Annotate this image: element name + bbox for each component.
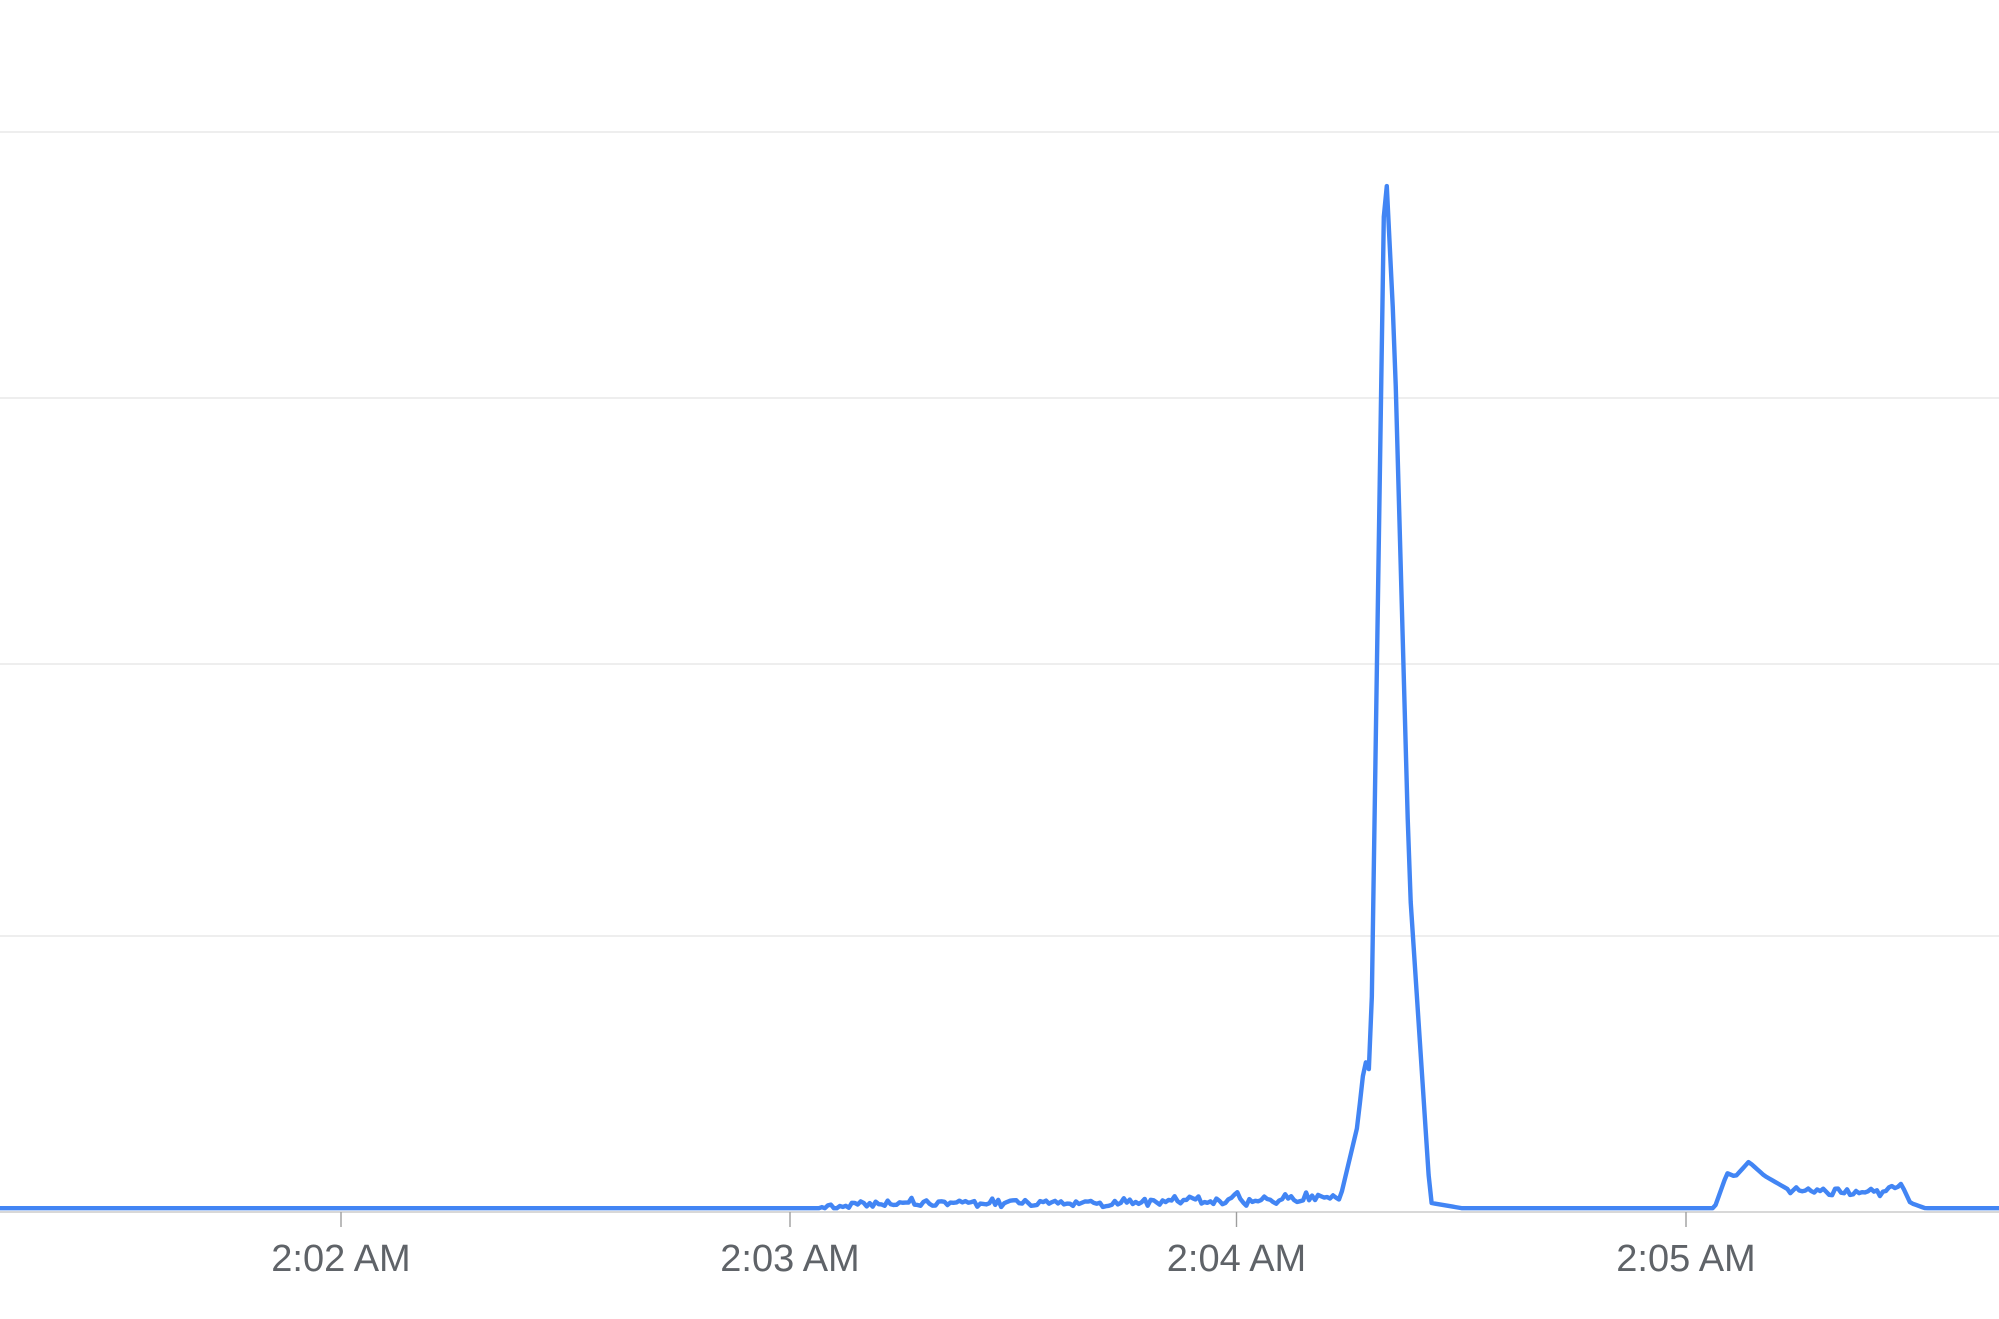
svg-text:2:03 AM: 2:03 AM [720, 1238, 859, 1280]
svg-text:2:04 AM: 2:04 AM [1167, 1238, 1306, 1280]
svg-text:2:05 AM: 2:05 AM [1616, 1238, 1755, 1280]
svg-text:2:02 AM: 2:02 AM [271, 1238, 410, 1280]
